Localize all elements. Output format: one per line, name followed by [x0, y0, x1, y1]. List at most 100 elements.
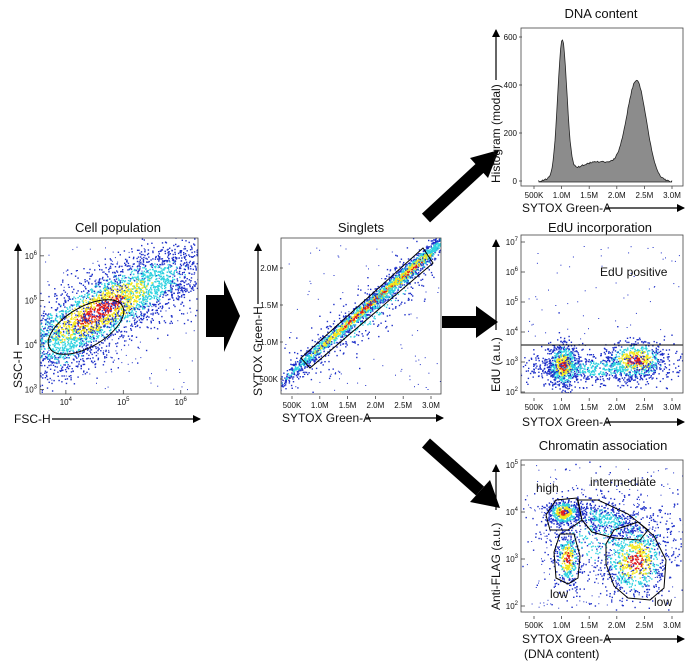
- x-tick-label: 1.0M: [311, 401, 329, 410]
- singlet-gate-rect: [300, 247, 434, 369]
- y-tick-label: 104: [506, 507, 519, 517]
- panel-title: Singlets: [338, 220, 385, 235]
- y-tick-label: 105: [25, 295, 38, 305]
- panel-title: Chromatin association: [539, 438, 668, 453]
- scatter-points: [281, 238, 441, 394]
- y-tick-label: 103: [25, 385, 38, 395]
- x-tick-label: 1.5M: [580, 191, 598, 200]
- flow-arrow-to-singlets: [206, 280, 240, 352]
- x-tick-label: 1.5M: [580, 403, 598, 412]
- y-tick-label: 400: [504, 81, 518, 90]
- flow-arrow-to-chromatin: [422, 438, 500, 508]
- x-tick-label: 104: [60, 397, 73, 407]
- y-axis-label: EdU (a.u.): [489, 337, 503, 392]
- y-axis-label: Anti-FLAG (a.u.): [489, 523, 503, 610]
- y-tick-label: 200: [504, 129, 518, 138]
- x-tick-label: 3.0M: [422, 401, 440, 410]
- gate-label-intermediate: intermediate: [590, 475, 656, 489]
- gate-low-left: [553, 533, 581, 585]
- x-tick-label: 1.0M: [553, 403, 571, 412]
- x-tick-label: 2.5M: [394, 401, 412, 410]
- x-tick-label: 1.0M: [553, 621, 571, 630]
- y-tick-label: 103: [506, 554, 519, 564]
- y-tick-label: 106: [25, 251, 38, 261]
- gate-label-low-left: low: [550, 587, 568, 601]
- y-tick-label: 104: [506, 327, 519, 337]
- x-axis-ticks: 104 105 106: [60, 390, 188, 407]
- y-axis-ticks: 103 104 105 106: [25, 251, 44, 395]
- panel-chromatin-association: Chromatin association high intermediate …: [489, 438, 685, 661]
- gate-intermediate: [577, 499, 649, 541]
- y-axis-label: SYTOX Green-H: [251, 306, 265, 396]
- y-tick-label: 600: [504, 33, 518, 42]
- gate-label-edu-positive: EdU positive: [600, 265, 668, 279]
- panel-cell-population: Cell population 104 105 106 103 104 105 106 F…: [11, 220, 201, 426]
- y-tick-label: 106: [506, 267, 519, 277]
- scatter-points: [522, 461, 683, 611]
- x-tick-label: 1.0M: [553, 191, 571, 200]
- x-axis-ticks: 500K 1.0M 1.5M 2.0M 2.5M 3.0M: [283, 396, 440, 410]
- scatter-points: [521, 246, 683, 393]
- panel-dna-content: DNA content 500K 1.0M 1.5M 2.0M 2.5M 3.0M 0 20…: [489, 6, 685, 215]
- panel-title: DNA content: [565, 6, 638, 21]
- flow-arrow-to-dna-content: [421, 150, 499, 223]
- x-tick-label: 2.0M: [608, 403, 626, 412]
- dna-histogram: [538, 39, 673, 183]
- x-tick-label: 1.5M: [339, 401, 357, 410]
- x-axis-label-line2: (DNA content): [524, 647, 599, 661]
- y-tick-label: 2.0M: [260, 264, 278, 273]
- y-tick-label: 104: [25, 340, 38, 350]
- panel-title: EdU incorporation: [548, 220, 652, 235]
- x-axis-label: FSC-H: [14, 412, 51, 426]
- x-axis-label: SYTOX Green-A: [282, 411, 371, 425]
- x-tick-label: 106: [175, 397, 188, 407]
- x-tick-label: 500K: [525, 403, 544, 412]
- plot-frame: [520, 459, 684, 613]
- x-axis-label: SYTOX Green-A: [522, 201, 611, 215]
- y-axis-ticks: 0 200 400 600: [504, 33, 522, 186]
- panel-edu-incorporation: EdU incorporation EdU positive 500K 1.0M 1…: [489, 220, 685, 429]
- y-axis-label: Histogram (modal): [489, 84, 503, 183]
- flow-arrow-to-edu: [442, 306, 498, 338]
- x-axis-ticks: 500K 1.0M 1.5M 2.0M 2.5M 3.0M: [525, 186, 681, 200]
- y-tick-label: 102: [506, 387, 519, 397]
- y-tick-label: 103: [506, 357, 519, 367]
- x-tick-label: 500K: [525, 191, 544, 200]
- y-tick-label: 500K: [259, 375, 278, 384]
- plot-frame: [520, 27, 684, 187]
- gate-label-high: high: [536, 481, 559, 495]
- y-tick-label: 1.5M: [260, 301, 278, 310]
- plot-frame: [520, 234, 684, 394]
- x-axis-ticks: 500K 1.0M 1.5M 2.0M 2.5M 3.0M: [525, 398, 681, 412]
- plot-frame: [39, 237, 199, 395]
- y-tick-label: 1.0M: [260, 338, 278, 347]
- y-axis-ticks: 102 103 104 105 106 107: [506, 237, 525, 397]
- x-tick-label: 105: [117, 397, 130, 407]
- x-tick-label: 2.5M: [636, 191, 654, 200]
- x-tick-label: 3.0M: [663, 191, 681, 200]
- plot-frame: [280, 237, 442, 395]
- x-axis-ticks: 500K 1.0M 1.5M 2.0M 2.5M 3.0M: [525, 616, 681, 630]
- y-axis-ticks: 102 103 104 105: [506, 460, 525, 611]
- x-axis-label: SYTOX Green-A: [522, 632, 611, 646]
- y-tick-label: 105: [506, 460, 519, 470]
- gate-low-right: [605, 521, 667, 601]
- x-axis-label: SYTOX Green-A: [522, 415, 611, 429]
- panel-title: Cell population: [75, 220, 161, 235]
- y-tick-label: 107: [506, 237, 519, 247]
- x-tick-label: 2.0M: [608, 621, 626, 630]
- x-tick-label: 500K: [525, 621, 544, 630]
- x-tick-label: 2.0M: [608, 191, 626, 200]
- x-tick-label: 2.5M: [636, 621, 654, 630]
- x-tick-label: 2.5M: [636, 403, 654, 412]
- x-tick-label: 1.5M: [580, 621, 598, 630]
- gate-label-low-right: low: [654, 595, 672, 609]
- y-tick-label: 105: [506, 297, 519, 307]
- x-tick-label: 500K: [283, 401, 302, 410]
- y-axis-label: SSC-H: [11, 351, 25, 388]
- x-tick-label: 3.0M: [663, 621, 681, 630]
- x-tick-label: 3.0M: [663, 403, 681, 412]
- y-tick-label: 0: [513, 177, 518, 186]
- y-tick-label: 102: [506, 601, 519, 611]
- panel-singlets: Singlets 500K 1.0M 1.5M 2.0M 2.5M 3.0M 500K 1.…: [251, 220, 444, 425]
